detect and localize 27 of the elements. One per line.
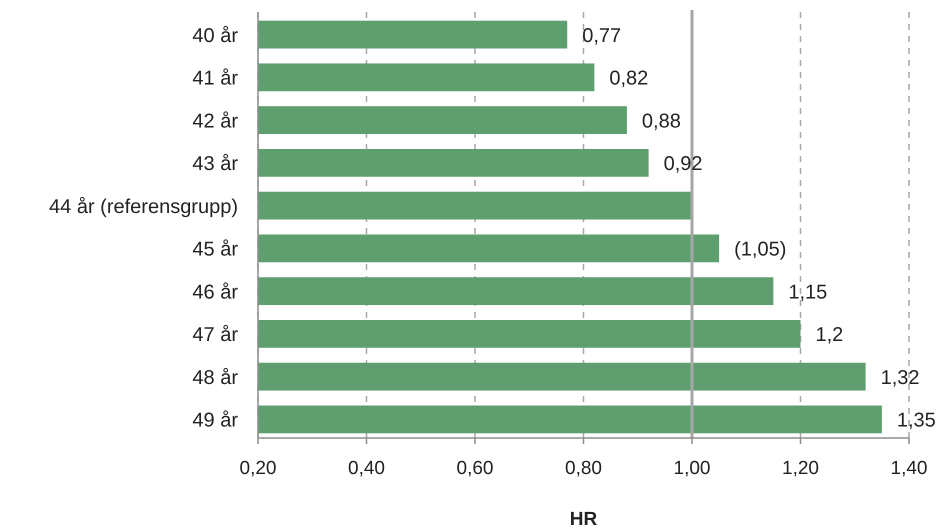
y-tick-label: 45 år: [192, 238, 238, 261]
x-tick-label: 1,20: [782, 458, 819, 479]
data-label: 1,2: [816, 324, 844, 346]
y-tick-label: 48 år: [192, 366, 238, 389]
x-tick-label: 1,40: [890, 458, 928, 479]
y-tick-label: 43 år: [192, 153, 238, 176]
data-label: (1,05): [734, 238, 786, 261]
x-tick-label: 0,80: [565, 458, 602, 479]
data-label: 0,88: [642, 110, 681, 132]
y-tick-label: 40 år: [192, 24, 238, 47]
y-tick-label: 44 år (referensgrupp): [49, 196, 238, 218]
x-tick-label: 0,20: [240, 458, 276, 479]
x-tick-label: 0,40: [348, 458, 385, 479]
data-label: 1,35: [896, 410, 936, 432]
data-label: 0,82: [609, 68, 648, 90]
y-tick-label: 47 år: [192, 324, 238, 346]
y-tick-label: 42 år: [192, 110, 238, 132]
y-tick-label: 49 år: [192, 410, 238, 432]
y-tick-label: 41 år: [192, 68, 238, 90]
data-label: 0,92: [664, 153, 703, 176]
x-tick-label: 0,60: [456, 458, 494, 479]
data-label: 1,32: [880, 366, 920, 389]
x-axis-title: HR: [570, 509, 598, 529]
x-tick-label: 1,00: [674, 458, 710, 479]
data-label: 1,15: [788, 281, 828, 304]
data-label: 0,77: [582, 24, 622, 47]
y-tick-label: 46 år: [192, 281, 238, 304]
